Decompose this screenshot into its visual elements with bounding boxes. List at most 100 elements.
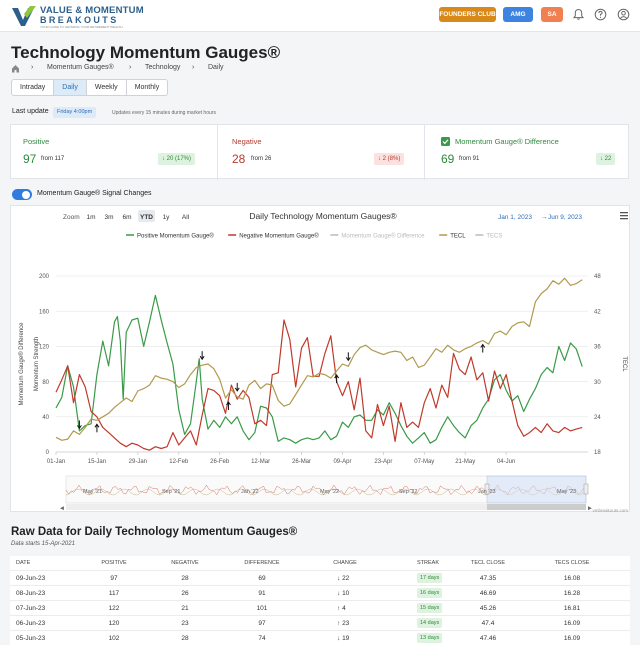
amg-button[interactable]: AMG (503, 7, 533, 22)
table-row: 07-Jun-23 122 21 101 ↑ 4 15 days 45.26 16.81 (10, 600, 630, 615)
series-line[interactable] (55, 294, 583, 444)
column-header[interactable]: NEGATIVE (171, 560, 199, 566)
table-cell: 28 (181, 635, 189, 642)
column-header[interactable]: TECS CLOSE (554, 560, 590, 566)
series-line[interactable] (55, 277, 583, 441)
table-cell: 69 (258, 575, 266, 582)
positive-label: Positive (23, 137, 50, 146)
series-line[interactable] (55, 319, 583, 451)
zoom-button-3m[interactable]: 3m (104, 214, 113, 221)
table-cell: 21 (181, 605, 189, 612)
table-cell: 97 (110, 575, 118, 582)
signal-arrow-up (94, 423, 100, 433)
navigator-date-label: Sep '22 (399, 489, 417, 495)
y-right-tick-label: 48 (594, 274, 601, 280)
zoom-button-label: All (182, 214, 190, 221)
zoom-button-1m[interactable]: 1m (86, 214, 95, 221)
table-cell: 91 (258, 590, 266, 597)
arrow-down-icon: ↓ (162, 156, 165, 162)
table-cell: 05-Jun-23 (16, 635, 46, 642)
table-cell: 117 (108, 590, 120, 597)
zoom-button-1y[interactable]: 1y (163, 214, 171, 221)
legend-label: Negative Momentum Gauge® (239, 233, 319, 240)
tab-monthly[interactable]: Monthly (134, 84, 160, 91)
column-header[interactable]: DATE (16, 560, 31, 566)
table-cell: 16.81 (563, 605, 581, 612)
column-header[interactable]: STREAK (417, 560, 440, 566)
scroll-left-icon[interactable]: ◀ (60, 506, 64, 512)
scroll-right-icon[interactable]: ▶ (588, 506, 592, 512)
bell-icon[interactable] (572, 8, 585, 21)
legend-item[interactable]: TECL (439, 234, 466, 240)
x-tick-label: 04-Jun (497, 459, 515, 465)
positive-change-badge: ↓ 20 (17%) (158, 153, 196, 165)
x-tick-label: 15-Jan (88, 459, 106, 465)
table-cell: 102 (108, 635, 120, 642)
navigator-date-label: Jan '23 (478, 489, 496, 495)
table-cell: 74 (258, 635, 266, 642)
navigator-date-label: Jan '22 (241, 489, 259, 495)
date-range-from[interactable]: Jan 1, 2023 (498, 214, 532, 221)
chart-menu-icon[interactable] (620, 212, 628, 220)
sa-button[interactable]: SA (541, 7, 563, 22)
column-header[interactable]: DIFFERENCE (244, 560, 280, 566)
signal-arrow-up (226, 401, 231, 411)
zoom-button-all[interactable]: All (182, 214, 190, 221)
help-icon[interactable] (594, 8, 607, 21)
zoom-button-6m[interactable]: 6m (122, 214, 131, 221)
x-tick-label: 29-Jan (129, 459, 147, 465)
y-right-tick-label: 30 (594, 380, 601, 386)
change-cell: ↓ 10 (337, 590, 349, 597)
column-header[interactable]: CHANGE (333, 560, 357, 566)
toggle-knob (22, 190, 30, 199)
legend-item[interactable]: Momentum Gauge® Difference (330, 233, 425, 240)
top-navbar: VALUE & MOMENTUM BREAKOUTS YOUR GUIDE TO… (0, 0, 640, 32)
page-title: Technology Momentum Gauges® (11, 43, 281, 62)
raw-data-table: DATE POSITIVE NEGATIVE DIFFERENCE CHANGE STRE… (10, 556, 630, 645)
navigator-scrollbar-thumb[interactable] (487, 504, 586, 510)
date-range-to[interactable]: Jun 9, 2023 (548, 214, 582, 221)
logo-line2: BREAKOUTS (40, 15, 119, 25)
navigator-handle-left[interactable] (484, 483, 490, 495)
last-update-badge: Friday 4:00pm (53, 107, 97, 118)
legend-item[interactable]: TECS (475, 234, 502, 240)
x-tick-label: 07-May (414, 459, 434, 465)
column-header[interactable]: TECL CLOSE (470, 560, 506, 566)
arrow-down-icon: ↓ (337, 590, 343, 597)
tab-daily[interactable]: Daily (54, 80, 87, 95)
navigator-date-label: Sep '21 (162, 489, 180, 495)
checkbox-checked-icon[interactable] (441, 137, 450, 146)
home-icon[interactable] (11, 64, 20, 73)
zoom-button-ytd[interactable]: YTD (138, 210, 155, 222)
table-cell: 23 (181, 620, 189, 627)
change-cell: ↑ 23 (337, 620, 349, 627)
table-cell: 16.09 (563, 635, 581, 642)
momentum-chart[interactable]: Zoom 1m 3m 6m YTD 1y All Daily Technology Momen… (11, 206, 631, 513)
column-header[interactable]: POSITIVE (101, 560, 127, 566)
navigator-selection[interactable] (486, 475, 587, 504)
y-left-tick-label: 160 (39, 309, 50, 315)
y-right-tick-label: 36 (594, 345, 601, 351)
signal-changes-toggle[interactable] (12, 189, 32, 200)
chart-title: Daily Technology Momentum Gauges® (249, 211, 397, 221)
legend-item[interactable]: Positive Momentum Gauge® (126, 233, 214, 240)
site-logo[interactable]: VALUE & MOMENTUM BREAKOUTS YOUR GUIDE TO… (10, 4, 150, 29)
logo-tagline: YOUR GUIDE TO GROWING YOUR RETIREMENT WE… (40, 25, 123, 29)
zoom-button-label: YTD (140, 214, 153, 221)
change-value: 10 (342, 590, 350, 597)
navigator-handle-right[interactable] (583, 483, 589, 495)
tab-intraday[interactable]: Intraday (12, 80, 55, 95)
founders-club-button[interactable]: FOUNDERS CLUB (439, 7, 496, 22)
legend-item[interactable]: Negative Momentum Gauge® (228, 233, 319, 240)
menu-bar (620, 215, 628, 217)
account-icon[interactable] (617, 8, 630, 21)
tab-weekly[interactable]: Weekly (87, 80, 127, 95)
y-left-tick-label: 40 (42, 415, 49, 421)
signal-changes-label: Momentum Gauge® Signal Changes (37, 190, 152, 197)
breadcrumb-item-momentum-gauges[interactable]: Momentum Gauges® (47, 64, 114, 71)
logo-icon (12, 6, 36, 26)
x-tick-label: 23-Apr (374, 459, 392, 465)
breadcrumb-item-technology[interactable]: Technology (145, 64, 181, 71)
zoom-button-label: 1m (86, 214, 95, 221)
navigator-scrollbar-track[interactable] (66, 504, 586, 510)
